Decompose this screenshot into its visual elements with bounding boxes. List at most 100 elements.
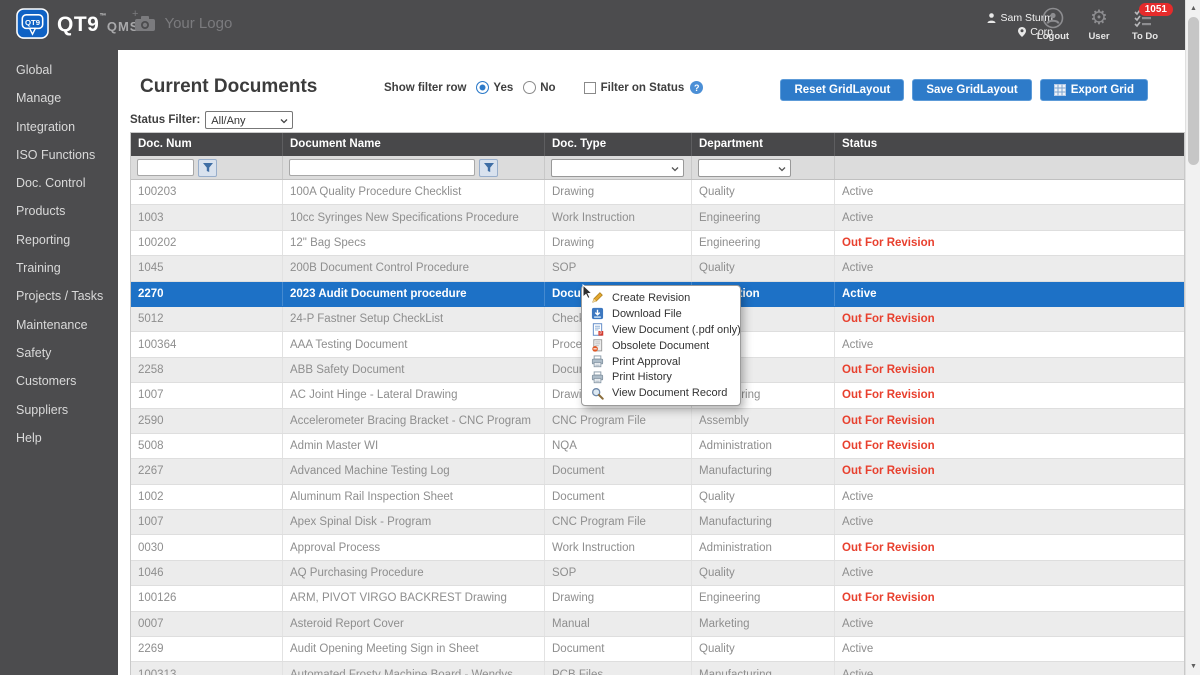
menu-item-view-document-record[interactable]: View Document Record <box>582 385 740 401</box>
user-settings-button[interactable]: ⚙ User <box>1081 6 1117 42</box>
cell-doc-num: 0030 <box>131 535 283 560</box>
scrollbar-thumb[interactable] <box>1188 17 1199 165</box>
menu-item-download-file[interactable]: Download File <box>582 306 740 322</box>
cell-doc-name: AQ Purchasing Procedure <box>283 560 545 586</box>
sidebar-item-integration[interactable]: Integration <box>16 119 76 134</box>
sidebar-item-manage[interactable]: Manage <box>16 91 62 106</box>
cell-doc-name: ARM, PIVOT VIRGO BACKREST Drawing <box>283 586 545 611</box>
cell-doc-num: 100202 <box>131 230 283 256</box>
menu-item-print-history[interactable]: Print History <box>582 369 740 385</box>
table-row[interactable]: 2590 Accelerometer Bracing Bracket - CNC … <box>131 408 1184 434</box>
column-header-department[interactable]: Department <box>692 133 835 156</box>
app-header: QT9 QT9™QMS + Your Logo Sam Stur <box>0 0 1185 50</box>
cell-status: Active <box>842 567 874 580</box>
cell-department: Administration <box>692 535 835 560</box>
table-row[interactable]: 1002 Aluminum Rail Inspection Sheet Docume… <box>131 484 1184 511</box>
cell-status: Out For Revision <box>842 541 935 554</box>
svg-text:P: P <box>599 331 602 336</box>
column-header-status[interactable]: Status <box>842 138 878 150</box>
logout-button[interactable]: Logout <box>1035 6 1071 42</box>
cell-status: Active <box>842 186 874 199</box>
qt9-app-icon[interactable]: QT9 <box>16 8 49 42</box>
table-row[interactable]: 5012 24-P Fastner Setup CheckList Checklis… <box>131 306 1184 333</box>
table-row[interactable]: 100203 100A Quality Procedure Checklist Dr… <box>131 180 1184 206</box>
menu-item-create-revision[interactable]: Create Revision <box>582 290 740 306</box>
cell-department: Quality <box>692 256 835 281</box>
table-row[interactable]: 1003 10cc Syringes New Specifications Pro… <box>131 205 1184 231</box>
table-row[interactable]: 2267 Advanced Machine Testing Log Document… <box>131 459 1184 485</box>
funnel-icon <box>483 162 494 172</box>
doc-name-filter-input[interactable] <box>289 159 475 176</box>
department-filter-select[interactable] <box>698 158 791 177</box>
sidebar-item-help[interactable]: Help <box>16 430 42 445</box>
person-icon <box>987 13 996 23</box>
help-info-icon[interactable]: ? <box>690 81 704 94</box>
svg-text:QT9: QT9 <box>25 18 41 27</box>
table-row[interactable]: 100313 Automated Frosty Machine Board - W… <box>131 662 1184 675</box>
page-title: Current Documents <box>140 76 318 97</box>
obsolete-document-icon <box>591 339 604 352</box>
column-header-doc-name[interactable]: Document Name <box>283 133 545 156</box>
sidebar-item-reporting[interactable]: Reporting <box>16 232 71 247</box>
sidebar-item-safety[interactable]: Safety <box>16 345 52 360</box>
radio-no-label: No <box>540 81 556 94</box>
your-logo-upload[interactable]: + Your Logo <box>128 8 232 32</box>
table-row[interactable]: 0030 Approval Process Work Instruction Admi… <box>131 535 1184 561</box>
cell-department: Quality <box>692 560 835 586</box>
brand-suffix: QMS <box>106 19 140 34</box>
table-row[interactable]: 5008 Admin Master WI NQA Administration Out … <box>131 433 1184 460</box>
user-company: Corp <box>1030 26 1053 38</box>
menu-item-label: Obsolete Document <box>612 339 710 352</box>
scrollbar-down-arrow[interactable]: ▼ <box>1190 663 1197 670</box>
sidebar-item-customers[interactable]: Customers <box>16 374 77 389</box>
sidebar-item-suppliers[interactable]: Suppliers <box>16 402 69 417</box>
brand-name: QT9 <box>57 13 100 36</box>
scrollbar-up-arrow[interactable]: ▲ <box>1190 5 1197 12</box>
todo-button[interactable]: 1051 To Do <box>1127 3 1173 42</box>
sidebar-item-doc-control[interactable]: Doc. Control <box>16 176 86 191</box>
column-header-doc-num[interactable]: Doc. Num <box>131 133 283 156</box>
sidebar-item-products[interactable]: Products <box>16 204 66 219</box>
menu-item-view-document-pdf-only[interactable]: P View Document (.pdf only) <box>582 322 741 338</box>
reset-gridlayout-button[interactable]: Reset GridLayout <box>780 79 905 101</box>
show-filter-yes-radio[interactable] <box>476 81 490 94</box>
cell-doc-num: 2590 <box>131 408 283 433</box>
cell-status: Active <box>842 668 874 675</box>
cell-doc-type: Work Instruction <box>545 535 692 560</box>
sidebar-item-projects-tasks[interactable]: Projects / Tasks <box>16 289 104 304</box>
table-row[interactable]: 1046 AQ Purchasing Procedure SOP Quality Act… <box>131 560 1184 587</box>
cell-department: Engineering <box>692 205 835 230</box>
sidebar-item-training[interactable]: Training <box>16 261 61 276</box>
cell-doc-num: 5008 <box>131 433 283 459</box>
todo-label: To Do <box>1131 31 1159 42</box>
location-pin-icon <box>1018 27 1027 37</box>
funnel-icon <box>202 162 213 172</box>
doc-num-funnel-button[interactable] <box>198 158 217 177</box>
table-row[interactable]: 2269 Audit Opening Meeting Sign in Sheet D… <box>131 637 1184 663</box>
chevron-down-icon <box>671 166 679 171</box>
table-row[interactable]: 0007 Asteroid Report Cover Manual Marketing… <box>131 611 1184 638</box>
sidebar-item-global[interactable]: Global <box>16 63 53 77</box>
menu-item-print-approval[interactable]: Print Approval <box>582 354 740 370</box>
status-filter-select[interactable]: All/Any <box>205 111 294 129</box>
cell-doc-num: 1046 <box>131 560 283 586</box>
table-row[interactable]: 100202 12" Bag Specs Drawing Engineering Out… <box>131 230 1184 257</box>
vertical-scrollbar[interactable]: ▲ ▼ <box>1185 0 1200 675</box>
menu-item-obsolete-document[interactable]: Obsolete Document <box>582 338 740 354</box>
sidebar-item-iso-functions[interactable]: ISO Functions <box>16 147 96 162</box>
column-header-doc-type[interactable]: Doc. Type <box>545 133 692 156</box>
show-filter-no-radio[interactable] <box>523 81 537 94</box>
cell-doc-num: 1003 <box>131 205 283 230</box>
doc-num-filter-input[interactable] <box>137 159 194 176</box>
filter-on-status-checkbox[interactable] <box>583 81 596 94</box>
table-row[interactable]: 1045 200B Document Control Procedure SOP Qu… <box>131 256 1184 282</box>
cell-doc-type: Drawing <box>545 230 692 256</box>
save-gridlayout-button[interactable]: Save GridLayout <box>912 79 1032 101</box>
table-row[interactable]: 1007 Apex Spinal Disk - Program CNC Progra… <box>131 510 1184 536</box>
doc-name-funnel-button[interactable] <box>479 158 498 177</box>
chevron-down-icon <box>778 166 786 171</box>
sidebar-item-maintenance[interactable]: Maintenance <box>16 317 88 332</box>
table-row[interactable]: 100126 ARM, PIVOT VIRGO BACKREST Drawing D… <box>131 586 1184 612</box>
export-grid-button[interactable]: Export Grid <box>1039 79 1148 101</box>
doc-type-filter-select[interactable] <box>551 158 684 177</box>
